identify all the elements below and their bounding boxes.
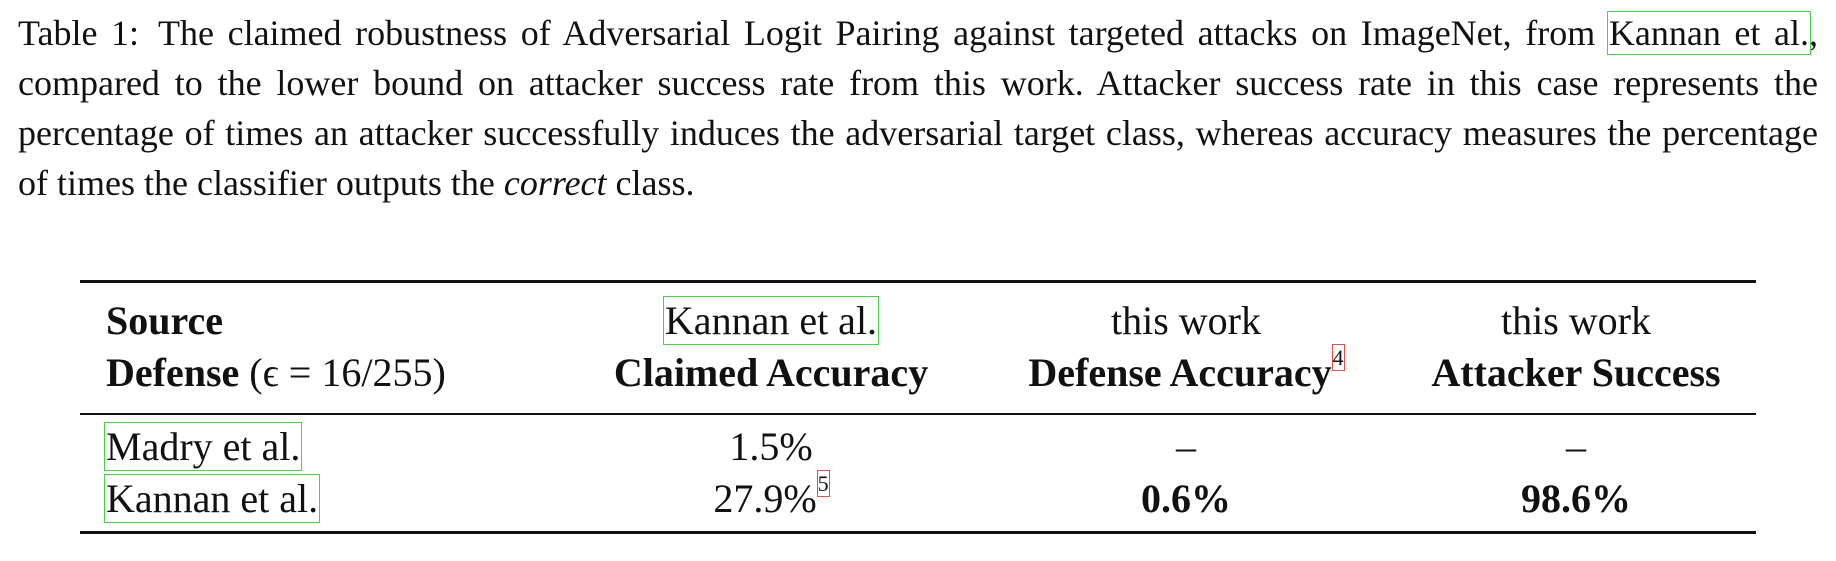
table-row: Kannan et al. 27.9%5 0.6% 98.6% xyxy=(80,470,1756,533)
header-defense-source: this work xyxy=(1111,298,1261,343)
header-attacker-source: this work xyxy=(1501,298,1651,343)
caption-text-part1: The claimed robustness of Adversarial Lo… xyxy=(158,13,1596,53)
header-source-defense: Source Defense (ϵ = 16/255) xyxy=(80,282,566,415)
table-caption: Table 1: The claimed robustness of Adver… xyxy=(18,8,1818,208)
header-defense-accuracy-label: Defense Accuracy xyxy=(1028,350,1332,395)
citation-link-kannan-row[interactable]: Kannan et al. xyxy=(103,474,321,523)
cell-defense-accuracy: – xyxy=(1176,424,1196,469)
table-header-row: Source Defense (ϵ = 16/255) Kannan et al… xyxy=(80,281,1756,415)
header-defense-line: Defense (ϵ = 16/255) xyxy=(106,347,566,399)
header-attacker-success: this work Attacker Success xyxy=(1396,282,1756,415)
header-epsilon-label: (ϵ = 16/255) xyxy=(249,350,446,395)
caption-text-part2: , compared to the lower bound on attacke… xyxy=(18,13,1818,203)
cell-claimed-accuracy: 27.9%5 xyxy=(566,470,976,533)
citation-link-kannan[interactable]: Kannan et al. xyxy=(1606,11,1812,55)
header-claimed-accuracy: Kannan et al. Claimed Accuracy xyxy=(566,282,976,415)
header-claimed-source-line: Kannan et al. xyxy=(566,295,976,347)
header-defense-accuracy: this work Defense Accuracy4 xyxy=(976,282,1396,415)
header-defense-accuracy-line: Defense Accuracy4 xyxy=(976,344,1396,399)
results-table: Source Defense (ϵ = 16/255) Kannan et al… xyxy=(80,280,1756,534)
results-table-container: Source Defense (ϵ = 16/255) Kannan et al… xyxy=(80,280,1756,534)
cell-source: Madry et al. xyxy=(80,414,566,473)
claimed-accuracy-value: 27.9% xyxy=(713,476,817,521)
footnote-ref-4[interactable]: 4 xyxy=(1331,344,1345,371)
table-row: Madry et al. 1.5% – – xyxy=(80,414,1756,473)
cell-source: Kannan et al. xyxy=(80,473,566,533)
citation-link-madry[interactable]: Madry et al. xyxy=(103,422,303,471)
cell-claimed-accuracy: 1.5% xyxy=(729,424,813,469)
footnote-ref-5[interactable]: 5 xyxy=(816,470,830,497)
header-source-label: Source xyxy=(106,298,224,343)
citation-link-kannan-header[interactable]: Kannan et al. xyxy=(662,296,880,345)
header-claimed-label: Claimed Accuracy xyxy=(613,350,929,395)
cell-attacker-success: 98.6% xyxy=(1521,476,1631,521)
cell-defense-accuracy: 0.6% xyxy=(1141,476,1231,521)
caption-text-part3: class. xyxy=(615,163,695,203)
caption-label: Table 1: xyxy=(18,13,140,53)
cell-attacker-success: – xyxy=(1566,424,1586,469)
caption-emphasis: correct xyxy=(503,163,607,203)
header-attacker-label: Attacker Success xyxy=(1431,350,1721,395)
header-defense-label: Defense xyxy=(106,350,240,395)
